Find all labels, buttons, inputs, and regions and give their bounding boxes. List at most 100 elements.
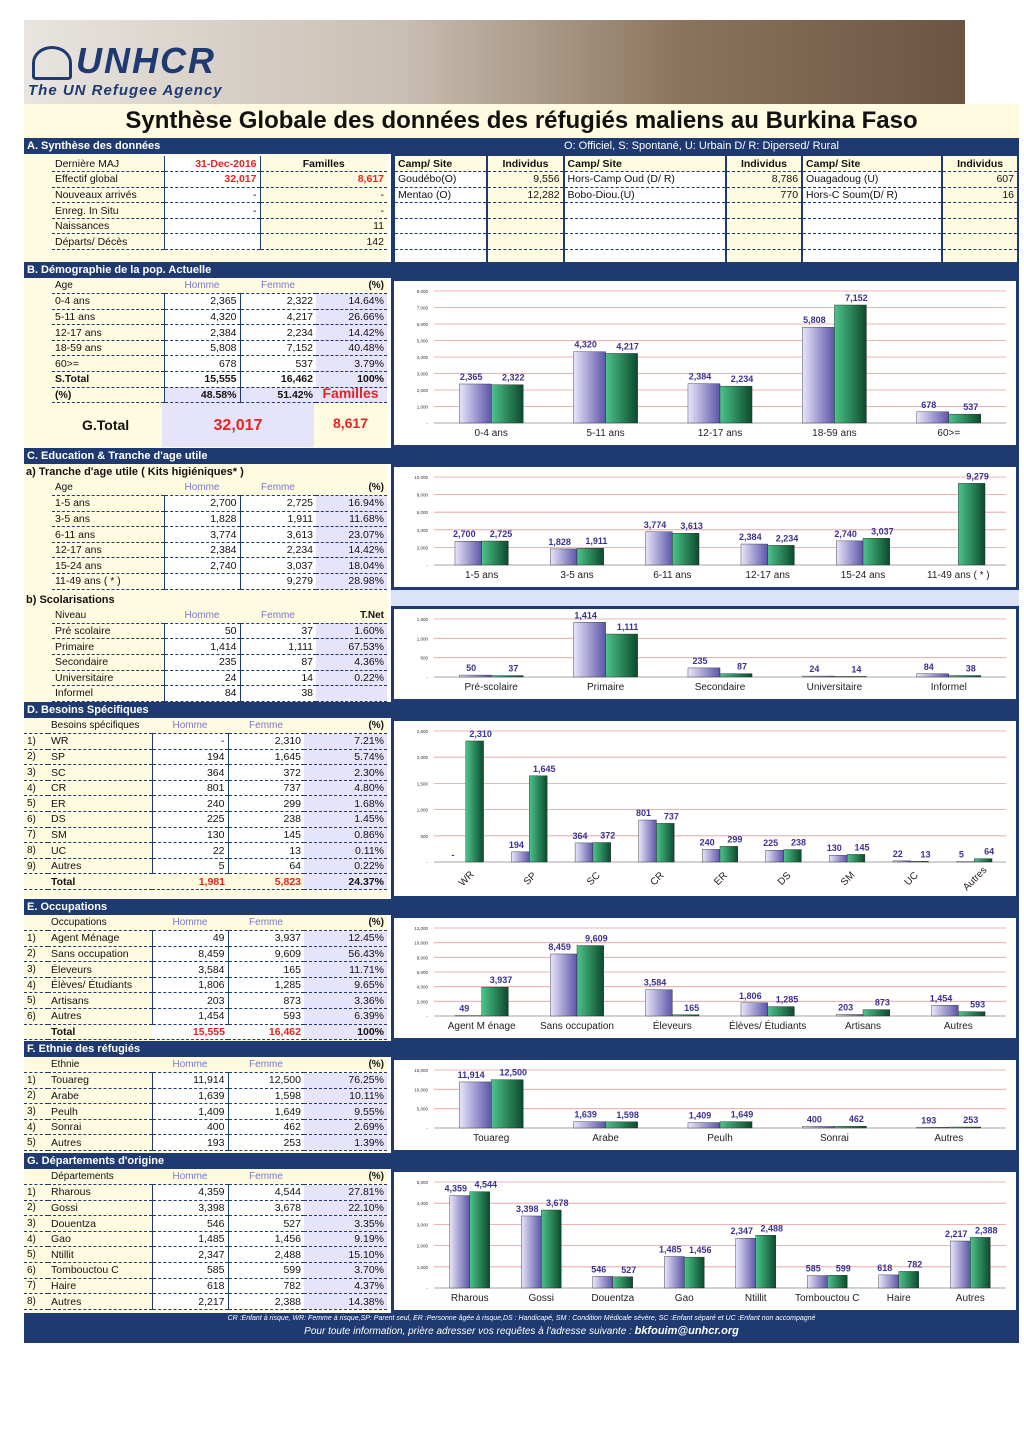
row-cell: Peulh	[48, 1103, 152, 1120]
bar-homme	[573, 1121, 606, 1129]
bar-femme	[719, 1121, 753, 1129]
total-cell: 100%	[304, 1024, 387, 1041]
camps-row	[392, 218, 1017, 235]
row-cell: CR	[48, 780, 152, 797]
row-cell: 22.10%	[304, 1200, 387, 1217]
row-cell: Touareg	[48, 1072, 152, 1089]
camps-row: Goudébo(O) 9,556 Hors-Camp Oud (D/ R) 8,786…	[392, 171, 1017, 188]
bar-homme	[573, 622, 606, 678]
x-tick-label: Primaire	[587, 682, 625, 693]
row-cell: 76.25%	[304, 1072, 387, 1089]
x-tick-label: Gossi	[528, 1293, 554, 1304]
header-cell: Homme	[164, 480, 240, 497]
row-cell: 1,456	[227, 1231, 304, 1248]
header-cell: Occupations	[48, 915, 152, 932]
total-cell: Total	[48, 1024, 152, 1041]
row-cell: Rharous	[48, 1184, 152, 1201]
row-cell: 4.36%	[316, 654, 387, 671]
row-cell: 49	[151, 930, 228, 947]
row-cell: Douentza	[48, 1215, 152, 1232]
chart-cb-frame: 1,500 1,000 500 - 50 37 Pré-scolaire 1,414 1,111…	[391, 606, 1019, 702]
y-tick-label: 6,000	[417, 510, 429, 515]
data-label: 2,388	[975, 1225, 998, 1235]
x-tick-label: Haire	[887, 1293, 911, 1304]
bar-femme	[490, 675, 524, 678]
table-row: 2) Sans occupation 8,459 9,609 56.43%	[24, 946, 387, 963]
x-tick-label: 12-17 ans	[745, 570, 789, 581]
data-label: 1,409	[689, 1111, 712, 1121]
row-cell: 4,320	[163, 309, 240, 326]
bar-homme	[931, 1005, 959, 1017]
camps-cell	[801, 233, 943, 251]
data-label: 2,310	[469, 729, 492, 739]
bar-homme	[454, 541, 482, 566]
bar-femme	[481, 540, 509, 566]
row-cell: Gao	[48, 1231, 152, 1248]
x-tick-label: Autres	[934, 1133, 963, 1144]
row-cell: Ntillit	[48, 1246, 152, 1264]
row-cell: 16.94%	[316, 495, 387, 512]
row-cell: Pré scolaire	[52, 623, 164, 640]
table-row: 11-49 ans ( * ) 9,279 28.98%	[52, 573, 387, 590]
row-cell: 194	[151, 749, 228, 766]
data-label: 3,398	[516, 1204, 539, 1214]
camps-row	[392, 233, 1017, 251]
x-tick-label: 5-11 ans	[587, 428, 625, 439]
bar-homme	[550, 548, 578, 566]
data-label: 3,613	[680, 521, 703, 531]
data-label: 1,806	[739, 991, 762, 1001]
camps-header-cell: Individus	[486, 156, 564, 173]
row-cell: Autres	[48, 1293, 152, 1310]
row-cell: 1,414	[163, 638, 240, 655]
y-tick-label: 7,000	[417, 306, 429, 311]
data-label: 618	[877, 1263, 892, 1273]
bar-femme	[576, 547, 604, 566]
bar-homme	[802, 1126, 835, 1129]
table-row: 6) DS 225 238 1.45%	[24, 811, 387, 828]
section-b-right: 8,000 7,000 6,000 5,000 4,000 3,000 2,000 1,000…	[391, 278, 1019, 448]
bar-femme	[481, 986, 509, 1017]
gtotal-number: 32,017	[213, 417, 263, 435]
section-c-right: 10,000 8,000 6,000 4,000 2,000 - 2,700 2,725 1-5…	[391, 464, 1019, 702]
data-label: 9,609	[585, 934, 608, 944]
table-header: Départements Homme Femme (%)	[24, 1169, 387, 1186]
row-cell: 15-24 ans	[52, 557, 164, 575]
data-label: 87	[737, 662, 747, 672]
row-cell: 130	[151, 827, 228, 844]
table-row: 1-5 ans 2,700 2,725 16.94%	[52, 495, 387, 512]
row-cell: 5-11 ans	[52, 309, 164, 326]
data-label: 1,645	[533, 764, 556, 774]
y-tick-label: 4,000	[417, 355, 429, 360]
data-label: 14	[851, 664, 861, 674]
header-cell: Besoins spécifiques	[48, 718, 152, 735]
row-index: 7)	[24, 1278, 48, 1295]
x-tick-label: CR	[649, 870, 667, 888]
row-cell: 2,488	[227, 1246, 304, 1264]
table-header: Ethnie Homme Femme (%)	[24, 1057, 387, 1074]
x-tick-label: Universitaire	[807, 682, 863, 693]
row-cell: 546	[151, 1215, 228, 1232]
row-cell: 9.19%	[304, 1231, 387, 1248]
bar-homme	[916, 673, 950, 678]
camps-cell	[486, 218, 564, 235]
header-cell: (%)	[304, 915, 387, 932]
row-cell: 40.48%	[316, 340, 387, 357]
bar-homme	[836, 1014, 864, 1017]
x-tick-label: SM	[839, 870, 857, 888]
bar-homme	[458, 1081, 492, 1129]
row-cell: 1,645	[227, 749, 304, 766]
row-cell: 299	[227, 795, 304, 813]
camps-cell: Goudébo(O)	[392, 171, 488, 188]
summary-row: Nouveaux arrivés - -	[52, 187, 387, 204]
camps-cell	[392, 233, 488, 251]
table-row: Informel 84 38	[52, 685, 387, 702]
row-cell: Agent Ménage	[48, 930, 152, 947]
origin-table: Départements Homme Femme (%) 1) Rharous 4,359 4…	[24, 1169, 387, 1310]
bar-femme	[684, 1256, 705, 1289]
row-cell: 4,217	[239, 309, 316, 326]
contact-email[interactable]: bkfouim@unhcr.org	[634, 1325, 739, 1337]
x-tick-label: Ntillit	[745, 1293, 767, 1304]
bar-homme	[765, 850, 784, 863]
row-value	[163, 218, 261, 235]
bar-femme	[834, 1126, 867, 1129]
